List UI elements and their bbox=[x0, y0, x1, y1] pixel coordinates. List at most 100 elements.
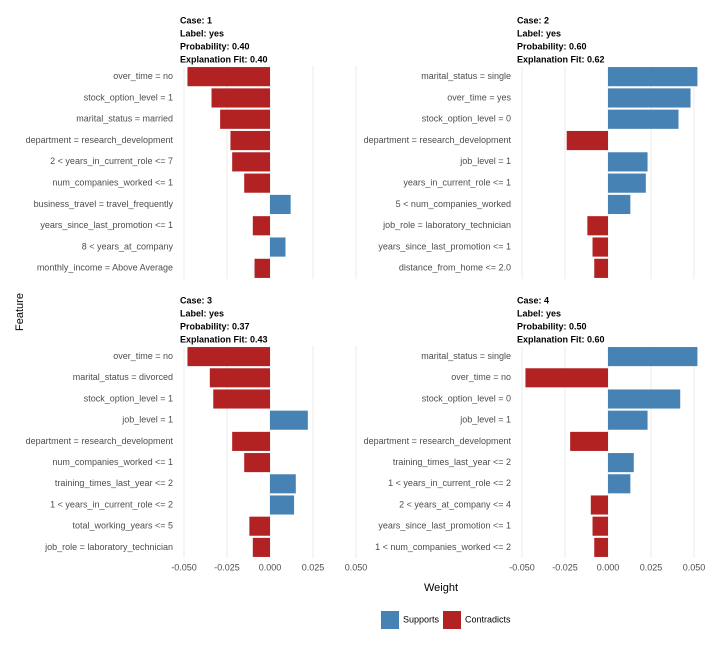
y-tick-label: department = research_development bbox=[26, 436, 174, 446]
x-tick-label: 0.050 bbox=[345, 562, 368, 572]
facet-title: Probability: 0.50 bbox=[517, 321, 587, 331]
y-tick-label: marital_status = divorced bbox=[73, 372, 173, 382]
y-tick-label: monthly_income = Above Average bbox=[37, 263, 173, 273]
y-tick-label: job_level = 1 bbox=[459, 415, 511, 425]
bar bbox=[608, 152, 648, 172]
facet-title: Explanation Fit: 0.43 bbox=[180, 334, 268, 344]
y-tick-label: marital_status = single bbox=[421, 351, 511, 361]
bar bbox=[187, 347, 270, 367]
bar bbox=[608, 347, 698, 367]
bar bbox=[590, 495, 608, 515]
bar bbox=[525, 368, 608, 388]
y-tick-label: marital_status = single bbox=[421, 71, 511, 81]
facet-title: Explanation Fit: 0.40 bbox=[180, 54, 268, 64]
bar bbox=[252, 537, 270, 557]
facet-title: Probability: 0.40 bbox=[180, 41, 250, 51]
y-tick-label: over_time = no bbox=[113, 351, 173, 361]
bar bbox=[608, 410, 648, 430]
x-tick-label: -0.025 bbox=[214, 562, 240, 572]
y-tick-label: stock_option_level = 1 bbox=[84, 393, 173, 403]
y-tick-label: distance_from_home <= 2.0 bbox=[399, 263, 511, 273]
y-tick-label: years_since_last_promotion <= 1 bbox=[378, 521, 511, 531]
bar bbox=[232, 431, 270, 451]
facet-title: Label: yes bbox=[180, 308, 224, 318]
y-tick-label: 2 < years_in_current_role <= 7 bbox=[50, 156, 173, 166]
y-tick-label: department = research_development bbox=[364, 436, 512, 446]
y-tick-label: over_time = yes bbox=[447, 92, 511, 102]
bar bbox=[594, 537, 608, 557]
facet-title: Label: yes bbox=[517, 308, 561, 318]
legend-swatch bbox=[381, 611, 399, 629]
y-tick-label: training_times_last_year <= 2 bbox=[55, 478, 173, 488]
bar bbox=[213, 389, 270, 409]
bar bbox=[249, 516, 270, 536]
y-tick-label: 1 < years_in_current_role <= 2 bbox=[388, 478, 511, 488]
x-axis-title: Weight bbox=[424, 582, 458, 594]
bar bbox=[252, 216, 270, 236]
bar bbox=[244, 173, 270, 193]
y-tick-label: 5 < num_companies_worked bbox=[396, 199, 511, 209]
bar bbox=[270, 495, 295, 515]
bar bbox=[270, 237, 286, 257]
y-tick-label: num_companies_worked <= 1 bbox=[52, 457, 173, 467]
bar bbox=[566, 130, 608, 151]
facet-title: Explanation Fit: 0.62 bbox=[517, 54, 605, 64]
bar bbox=[592, 516, 608, 536]
y-tick-label: marital_status = married bbox=[76, 114, 173, 124]
bar bbox=[608, 109, 679, 129]
bar bbox=[608, 389, 681, 409]
y-tick-label: job_level = 1 bbox=[459, 156, 511, 166]
bar bbox=[211, 88, 270, 108]
facet-title: Probability: 0.60 bbox=[517, 41, 587, 51]
bar bbox=[594, 258, 608, 278]
bar bbox=[187, 67, 270, 87]
bar bbox=[608, 453, 634, 473]
x-tick-label: -0.050 bbox=[509, 562, 535, 572]
facet-title: Label: yes bbox=[517, 28, 561, 38]
facet-title: Case: 3 bbox=[180, 295, 212, 305]
y-tick-label: num_companies_worked <= 1 bbox=[52, 178, 173, 188]
bar bbox=[608, 173, 646, 193]
y-tick-label: business_travel = travel_frequently bbox=[34, 199, 174, 209]
facet-title: Case: 2 bbox=[517, 15, 549, 25]
bar bbox=[608, 194, 631, 215]
facet-title: Label: yes bbox=[180, 28, 224, 38]
y-tick-label: department = research_development bbox=[364, 135, 512, 145]
facet-title: Explanation Fit: 0.60 bbox=[517, 334, 605, 344]
bar bbox=[570, 431, 608, 451]
y-tick-label: years_since_last_promotion <= 1 bbox=[378, 241, 511, 251]
y-tick-label: stock_option_level = 0 bbox=[422, 393, 511, 403]
x-tick-label: 0.025 bbox=[302, 562, 325, 572]
bar bbox=[220, 109, 270, 129]
bar bbox=[254, 258, 270, 278]
bar bbox=[270, 194, 291, 215]
legend-label: Supports bbox=[403, 614, 440, 624]
x-tick-label: 0.000 bbox=[259, 562, 282, 572]
y-tick-label: years_since_last_promotion <= 1 bbox=[40, 220, 173, 230]
bar bbox=[608, 67, 698, 87]
bar bbox=[587, 216, 608, 236]
y-tick-label: department = research_development bbox=[26, 135, 174, 145]
y-tick-label: 8 < years_at_company bbox=[82, 241, 174, 251]
legend-swatch bbox=[443, 611, 461, 629]
y-tick-label: 1 < years_in_current_role <= 2 bbox=[50, 499, 173, 509]
y-tick-label: job_level = 1 bbox=[121, 415, 173, 425]
facet-title: Probability: 0.37 bbox=[180, 321, 250, 331]
x-tick-label: -0.050 bbox=[171, 562, 197, 572]
facet-title: Case: 4 bbox=[517, 295, 549, 305]
bar bbox=[270, 474, 296, 494]
x-tick-label: 0.025 bbox=[640, 562, 663, 572]
bar bbox=[608, 474, 631, 494]
bar bbox=[244, 453, 270, 473]
y-tick-label: job_role = laboratory_technician bbox=[382, 220, 511, 230]
bar bbox=[592, 237, 608, 257]
y-tick-label: job_role = laboratory_technician bbox=[44, 542, 173, 552]
x-tick-label: 0.050 bbox=[683, 562, 706, 572]
x-tick-label: 0.000 bbox=[597, 562, 620, 572]
y-tick-label: stock_option_level = 0 bbox=[422, 114, 511, 124]
facet-title: Case: 1 bbox=[180, 15, 212, 25]
y-tick-label: 2 < years_at_company <= 4 bbox=[399, 499, 511, 509]
bar bbox=[230, 130, 270, 151]
y-tick-label: training_times_last_year <= 2 bbox=[393, 457, 511, 467]
